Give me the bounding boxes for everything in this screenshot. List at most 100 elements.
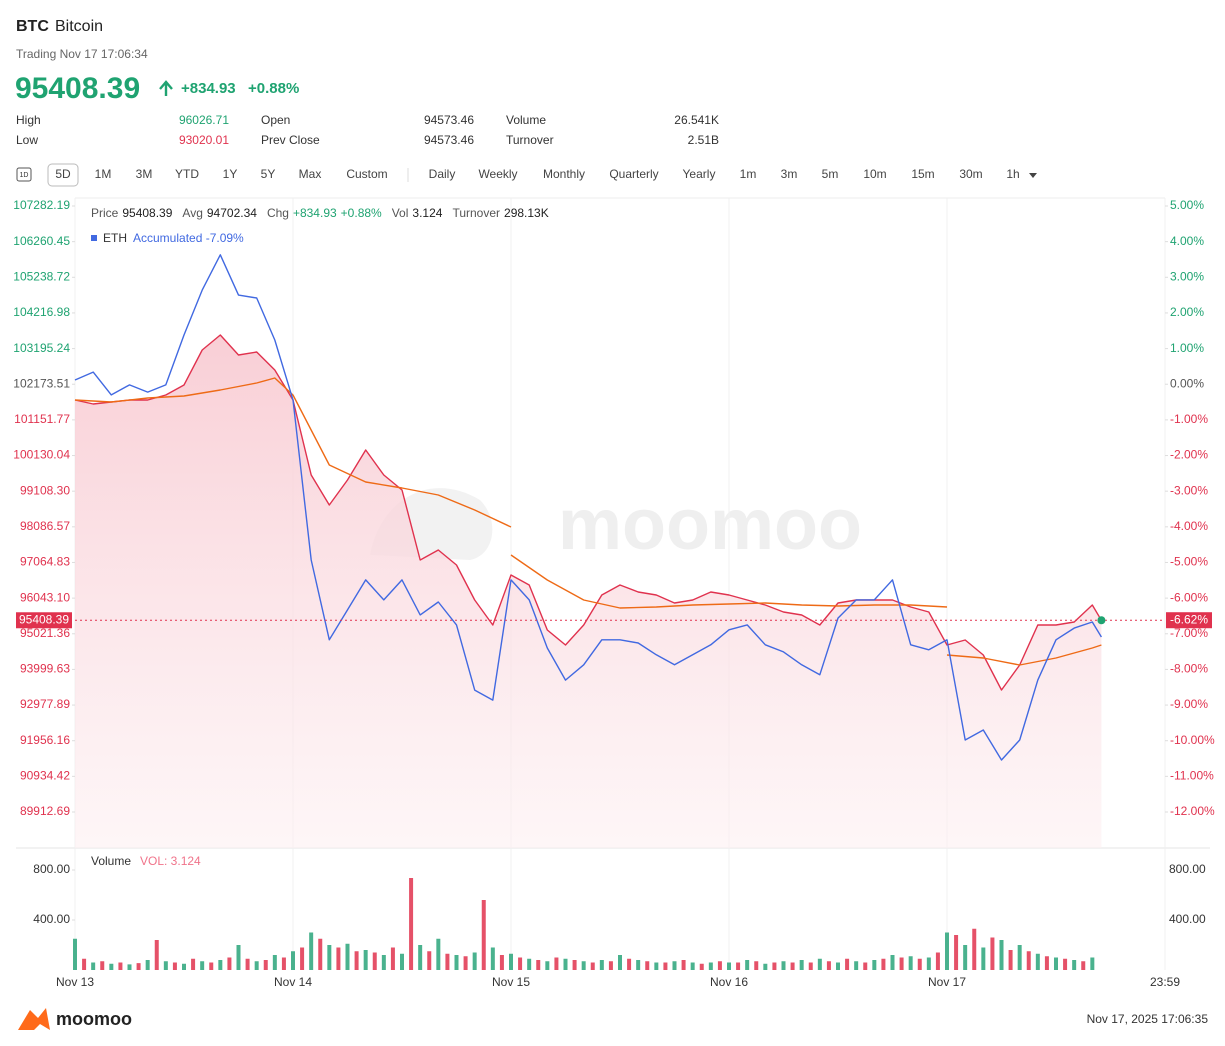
volume-bar <box>845 958 850 970</box>
y2-tick-label: -7.00% <box>1170 626 1208 640</box>
volume-bar <box>136 963 141 970</box>
status: Trading Nov 17 17:06:34 <box>16 47 148 61</box>
y2-tick-label: -8.00% <box>1170 662 1208 676</box>
toolbar-item[interactable]: 5m <box>822 167 839 181</box>
y2-tick-label: -12.00% <box>1170 804 1215 818</box>
volume-bar <box>336 947 341 970</box>
volume-bar <box>672 961 677 970</box>
y-tick-label: 92977.89 <box>20 697 70 711</box>
toolbar-item[interactable]: 1h <box>1006 167 1019 181</box>
volume-bar <box>1008 950 1013 970</box>
volume-bar <box>972 928 977 970</box>
volume-bar <box>854 961 859 970</box>
change-pct: +0.88% <box>248 80 299 97</box>
info-item: +834.93 <box>293 206 337 220</box>
toolbar-icon <box>16 167 32 182</box>
volume-bar <box>381 955 386 970</box>
y2-tick-label: 800.00 <box>1169 862 1206 876</box>
toolbar-item[interactable]: Daily <box>429 167 456 181</box>
info-item: Avg <box>182 206 202 220</box>
stat-value: 94573.46 <box>424 113 474 127</box>
toolbar-item[interactable]: 1Y <box>223 167 238 181</box>
y-tick-label: 96043.10 <box>20 590 70 604</box>
info-item: 95408.39 <box>122 206 172 220</box>
brand-logo <box>18 1008 50 1030</box>
toolbar-item[interactable]: Quarterly <box>609 167 658 181</box>
volume-bar <box>463 956 468 970</box>
toolbar-item[interactable]: Monthly <box>543 167 585 181</box>
x-tick-label: Nov 16 <box>710 975 748 989</box>
toolbar-item[interactable]: 30m <box>959 167 982 181</box>
stat-value: 26.541K <box>674 113 719 127</box>
stat-label: Open <box>261 113 290 127</box>
y2-tick-label: -11.00% <box>1170 769 1214 783</box>
y-tick-label: 105238.72 <box>13 269 70 283</box>
volume-bar <box>708 962 713 970</box>
volume-bar <box>309 932 314 970</box>
toolbar-item[interactable]: Weekly <box>478 167 517 181</box>
info-item: Turnover <box>452 206 500 220</box>
volume-bar <box>427 951 432 970</box>
volume-bar <box>172 962 177 970</box>
x-tick-label: Nov 13 <box>56 975 94 989</box>
y2-tick-label: 0.00% <box>1170 376 1204 390</box>
y-tick-label: 89912.69 <box>20 804 70 818</box>
volume-bar <box>1044 956 1049 970</box>
volume-bar <box>563 958 568 970</box>
toolbar-item[interactable]: 10m <box>863 167 886 181</box>
last-point <box>1097 616 1106 625</box>
volume-bar <box>418 945 423 970</box>
volume-bar <box>182 963 186 970</box>
y2-tick-label: 4.00% <box>1170 234 1204 248</box>
y2-tick-label: -2.00% <box>1170 448 1208 462</box>
volume-bar <box>917 958 922 970</box>
toolbar-item[interactable]: Max <box>299 167 322 181</box>
volume-bar <box>490 947 495 970</box>
toolbar-item[interactable]: 3M <box>136 167 153 181</box>
volume-bar <box>636 960 641 970</box>
toolbar-item[interactable]: Custom <box>346 167 387 181</box>
volume-bar <box>836 962 840 970</box>
volume-bar <box>1072 960 1077 970</box>
volume-bar <box>372 952 377 970</box>
volume-bar <box>291 951 295 970</box>
y2-tick-label: -4.00% <box>1170 519 1208 533</box>
volume-bar <box>91 962 96 970</box>
volume-bar <box>745 960 750 970</box>
stat-value: 96026.71 <box>179 113 229 127</box>
volume-bar <box>681 960 686 970</box>
volume-bar <box>981 947 986 970</box>
volume-bar <box>1090 957 1095 970</box>
toolbar-item[interactable]: YTD <box>175 167 199 181</box>
toolbar-item[interactable]: 5D <box>55 167 71 181</box>
toolbar-item[interactable]: 15m <box>911 167 934 181</box>
toolbar-item[interactable]: 5Y <box>261 167 276 181</box>
volume-bar <box>690 962 695 970</box>
volume-bar <box>908 956 913 970</box>
toolbar-selected <box>47 163 79 187</box>
volume-bar <box>599 960 604 970</box>
volume-bar <box>109 963 114 970</box>
volume-bar <box>799 960 804 970</box>
toolbar-item[interactable]: 1M <box>95 167 112 181</box>
volume-bar <box>527 958 532 970</box>
y2-tick-label: 400.00 <box>1169 912 1206 926</box>
change: +834.93 <box>181 80 236 97</box>
volume-bar <box>817 958 822 970</box>
info-item: Price <box>91 206 119 220</box>
brand: moomoo <box>56 1009 132 1029</box>
stat-label: Prev Close <box>261 133 320 147</box>
toolbar-item[interactable]: 1m <box>740 167 757 181</box>
last-pct-box <box>1166 612 1212 629</box>
info-item: Chg <box>267 206 289 220</box>
volume-bar <box>890 955 895 970</box>
legend-swatch <box>91 235 97 241</box>
volume-bar <box>536 960 541 970</box>
info-item: Vol <box>392 206 409 220</box>
toolbar-item[interactable]: 3m <box>781 167 798 181</box>
volume-bar <box>1017 945 1022 970</box>
volume-bar <box>645 961 650 970</box>
toolbar-item[interactable]: Yearly <box>683 167 716 181</box>
volume-bar <box>935 952 940 970</box>
toolbar-item: 1D <box>20 172 29 179</box>
